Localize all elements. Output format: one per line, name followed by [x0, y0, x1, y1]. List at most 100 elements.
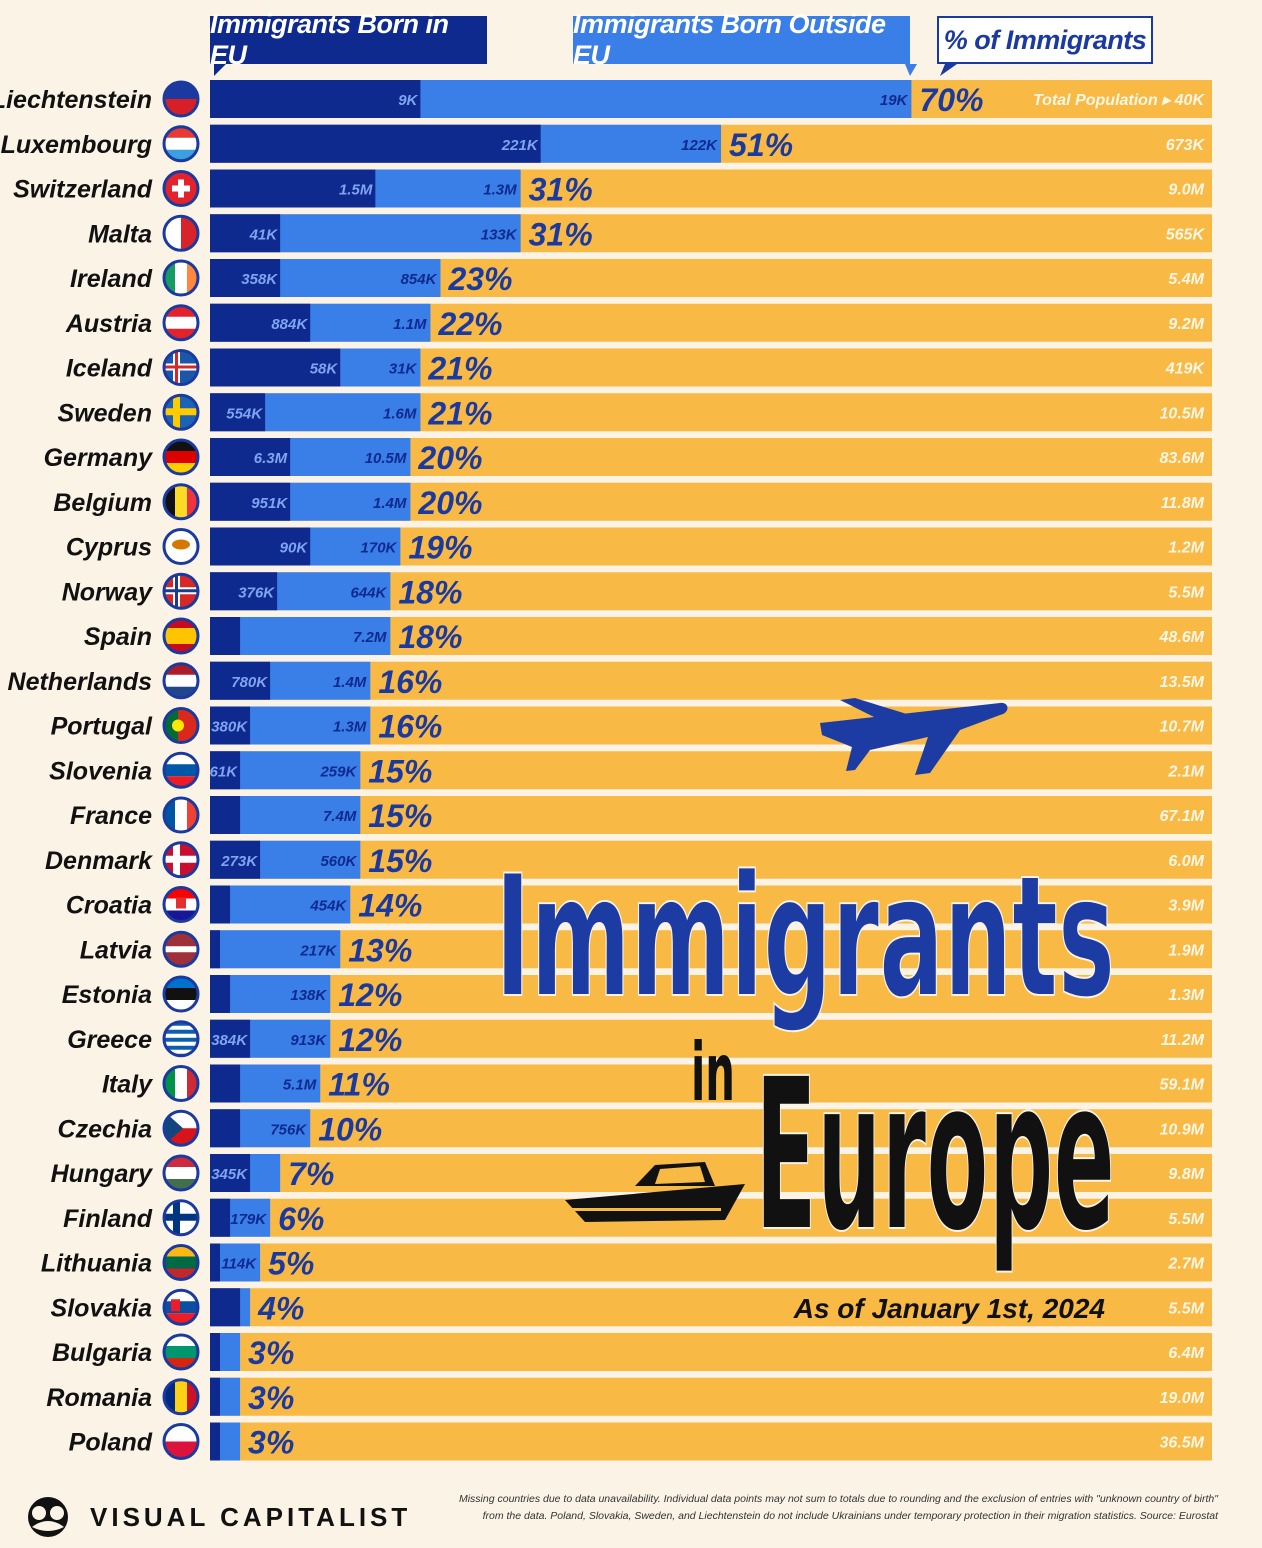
pct-label: 13% [348, 932, 412, 968]
total-population-label: 5.5M [1168, 1211, 1204, 1228]
row-ireland: Ireland 358K 854K 23% 5.4M [70, 259, 1212, 297]
legend-pointer [940, 64, 957, 76]
pct-label: 16% [378, 709, 442, 745]
country-label: Malta [88, 220, 152, 248]
population-bar [210, 1243, 1212, 1282]
eu-value-label: 6.3M [254, 450, 288, 467]
bar-eu [210, 885, 231, 924]
country-label: Hungary [51, 1160, 154, 1188]
bar-eu [210, 617, 241, 655]
eu-value-label: 358K [241, 271, 278, 288]
norway-flag-icon [162, 572, 200, 610]
bar-eu [210, 393, 266, 432]
outside-value-label: 1.4M [333, 674, 367, 691]
sweden-flag-icon [162, 393, 200, 431]
pct-label: 20% [417, 485, 482, 521]
outside-value-label: 31K [389, 361, 418, 378]
total-population-label: 36.5M [1160, 1435, 1205, 1452]
country-label: Ireland [70, 265, 153, 293]
outside-value-label: 1.3M [333, 719, 367, 736]
bar-outside-eu [210, 885, 351, 924]
pct-label: 19% [408, 530, 472, 566]
cyprus-flag-icon [162, 528, 200, 565]
row-switzerland: Switzerland 1.5M 1.3M 31% 9.0M [13, 169, 1212, 208]
bar-eu [210, 1288, 241, 1327]
finland-flag-icon [162, 1199, 200, 1237]
row-norway: Norway 376K 644K 18% 5.5M [62, 572, 1212, 611]
bar-eu [210, 930, 221, 969]
bar-eu [210, 706, 251, 745]
eu-value-label: 384K [211, 1032, 248, 1049]
bar-eu [210, 124, 541, 163]
bar-eu [210, 1333, 221, 1371]
row-greece: Greece 384K 913K 12% 11.2M [67, 1019, 1212, 1058]
pct-label: 70% [919, 82, 983, 118]
country-label: Poland [69, 1429, 153, 1457]
bar-eu [210, 751, 241, 790]
country-label: Greece [67, 1026, 152, 1054]
total-population-label: 59.1M [1160, 1077, 1205, 1094]
france-flag-icon [162, 796, 200, 834]
bar-eu [210, 1109, 241, 1148]
pct-label: 11% [328, 1067, 390, 1103]
population-bar [210, 751, 1212, 790]
population-bar [210, 840, 1212, 879]
outside-value-label: 644K [351, 584, 388, 601]
pct-label: 20% [417, 440, 482, 476]
total-population-label: 10.9M [1160, 1121, 1205, 1138]
row-latvia: Latvia 217K 13% 1.9M [80, 930, 1212, 969]
eu-value-label: 41K [249, 226, 279, 243]
belgium-flag-icon [162, 483, 200, 521]
population-bar [210, 1064, 1212, 1103]
legend-outside-label: Immigrants Born Outside EU [573, 9, 886, 70]
pct-label: 3% [248, 1380, 294, 1416]
pct-label: 7% [288, 1156, 334, 1192]
pct-label: 10% [318, 1111, 382, 1147]
outside-value-label: 7.2M [353, 629, 387, 646]
country-label: Bulgaria [52, 1339, 152, 1367]
malta-flag-icon-fill [164, 216, 198, 251]
outside-value-label: 133K [481, 226, 518, 243]
brand-logo: VISUAL CAPITALIST [20, 1492, 411, 1542]
latvia-flag-icon [162, 930, 200, 968]
legend-pct: % of Immigrants [937, 16, 1153, 64]
bulgaria-flag-icon [162, 1333, 200, 1371]
total-population-label: 1.9M [1168, 942, 1204, 959]
total-population-label: 1.3M [1168, 987, 1204, 1004]
pct-label: 12% [338, 977, 402, 1013]
legend-pointer [905, 64, 917, 76]
pct-label: 51% [729, 127, 793, 163]
croatia-flag-icon [162, 886, 200, 923]
eu-value-label: 884K [271, 316, 308, 333]
total-population-label: 9.0M [1168, 182, 1204, 199]
outside-value-label: 170K [361, 540, 398, 557]
total-population-label: 5.5M [1168, 584, 1204, 601]
slovakia-flag-icon [162, 1288, 200, 1326]
eu-value-label: 90K [280, 540, 309, 557]
pct-label: 15% [368, 843, 432, 879]
total-population-label: 565K [1166, 226, 1206, 243]
row-romania: Romania 3% 19.0M [46, 1377, 1212, 1416]
country-label: Slovakia [51, 1294, 153, 1322]
population-bar [210, 1288, 1212, 1327]
pct-label: 4% [257, 1290, 304, 1326]
country-label: Norway [62, 578, 153, 606]
row-croatia: Croatia 454K 14% 3.9M [66, 885, 1212, 924]
denmark-flag-icon [162, 841, 200, 879]
bar-eu [210, 1377, 221, 1416]
total-population-label: 19.0M [1160, 1390, 1205, 1407]
outside-value-label: 217K [299, 942, 337, 959]
malta-flag-icon [162, 214, 200, 252]
pct-label: 15% [368, 798, 432, 834]
total-population-label: 3.9M [1168, 898, 1204, 915]
footnote: Missing countries due to data unavailabi… [438, 1491, 1218, 1525]
eu-value-label: 9K [398, 92, 418, 109]
pct-label: 18% [398, 619, 462, 655]
country-label: Finland [63, 1205, 153, 1233]
row-lithuania: Lithuania 114K 5% 2.7M [41, 1243, 1212, 1282]
row-belgium: Belgium 951K 1.4M 20% 11.8M [53, 482, 1212, 521]
total-population-label: Total Population ▸ 40K [1033, 92, 1205, 109]
outside-value-label: 7.4M [323, 808, 357, 825]
czechia-flag-icon [162, 1109, 200, 1147]
